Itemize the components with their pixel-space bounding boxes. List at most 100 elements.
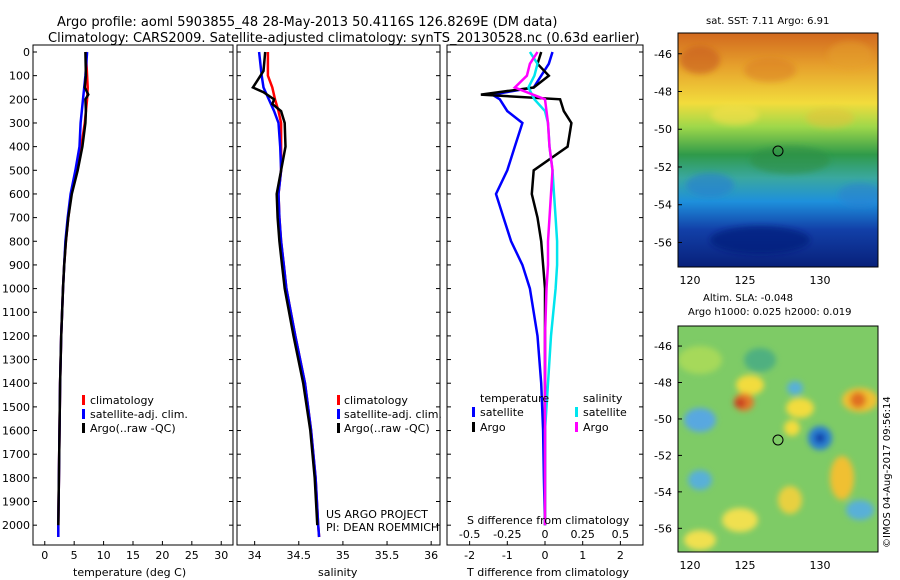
credit-project: US ARGO PROJECT bbox=[326, 508, 428, 521]
sla-map-texture bbox=[678, 346, 878, 550]
legend-label-t-argo: Argo bbox=[480, 421, 506, 434]
map-lat-label: -56 bbox=[654, 522, 672, 535]
map-lat-label: -50 bbox=[654, 123, 672, 136]
depth-tick-label: 400 bbox=[9, 141, 30, 154]
legend-label-satellite: satellite-adj. clim. bbox=[344, 408, 442, 421]
map-lon-label: 130 bbox=[810, 559, 831, 572]
depth-tick-label: 1400 bbox=[2, 377, 30, 390]
legend-swatch-satellite bbox=[82, 409, 85, 419]
map-lon-label: 125 bbox=[735, 559, 756, 572]
s-diff-line-argo bbox=[512, 51, 554, 526]
s-diff-tick-label: -0.25 bbox=[493, 528, 521, 541]
map-lat-label: -52 bbox=[654, 449, 672, 462]
map-lon-label: 130 bbox=[810, 274, 831, 287]
map-lon-label: 125 bbox=[735, 274, 756, 287]
map-lat-label: -54 bbox=[654, 486, 672, 499]
depth-tick-label: 1600 bbox=[2, 425, 30, 438]
map-lat-label: -52 bbox=[654, 161, 672, 174]
difference-series bbox=[480, 51, 573, 526]
map-lat-label: -46 bbox=[654, 48, 672, 61]
temperature-line-argo bbox=[57, 51, 90, 526]
sla-map: Altim. SLA: -0.048 Argo h1000: 0.025 h20… bbox=[654, 293, 879, 572]
depth-tick-label: 500 bbox=[9, 164, 30, 177]
salinity-panel-frame bbox=[236, 44, 441, 546]
t-diff-line-satellite bbox=[488, 51, 554, 526]
depth-tick-label: 800 bbox=[9, 235, 30, 248]
temperature-tick-label: 30 bbox=[214, 549, 228, 562]
sst-map-y-axis: -46 -48 -50 -52 -54 -56 bbox=[654, 48, 682, 249]
sla-map-y-axis: -46 -48 -50 -52 -54 -56 bbox=[654, 340, 682, 535]
depth-tick-label: 200 bbox=[9, 93, 30, 106]
temperature-tick-label: 10 bbox=[97, 549, 111, 562]
salinity-series bbox=[251, 51, 321, 538]
depth-tick-label: 100 bbox=[9, 70, 30, 83]
salinity-tick-label: 36 bbox=[424, 549, 438, 562]
t-diff-tick-label: 0 bbox=[542, 549, 549, 562]
title-line-1: Argo profile: aoml 5903855_48 28-May-201… bbox=[57, 15, 557, 30]
salinity-tick-label: 34 bbox=[248, 549, 262, 562]
temperature-legend: climatology satellite-adj. clim. Argo(..… bbox=[82, 394, 188, 435]
temperature-tick-label: 20 bbox=[155, 549, 169, 562]
salinity-legend: climatology satellite-adj. clim. Argo(..… bbox=[326, 394, 442, 534]
t-diff-line-argo bbox=[480, 51, 573, 526]
legend-label-climatology: climatology bbox=[90, 394, 154, 407]
title-line-2: Climatology: CARS2009. Satellite-adjuste… bbox=[48, 31, 640, 46]
map-lat-label: -50 bbox=[654, 413, 672, 426]
map-lat-label: -48 bbox=[654, 377, 672, 390]
sla-map-x-axis: 120 125 130 bbox=[680, 559, 831, 572]
legend-title-temperature: temperature bbox=[480, 392, 549, 405]
legend-label-climatology: climatology bbox=[344, 394, 408, 407]
credit-pi: PI: DEAN ROEMMICH bbox=[326, 521, 439, 534]
t-diff-tick-label: -1 bbox=[502, 549, 513, 562]
legend-swatch-satellite bbox=[337, 409, 340, 419]
sst-map: sat. SST: 7.11 Argo: 6.91 -46 -48 -50 -52 -5… bbox=[654, 16, 879, 287]
s-diff-tick-label: 0.5 bbox=[612, 528, 630, 541]
legend-swatch-t-argo bbox=[472, 422, 475, 432]
s-difference-label: S difference from climatology bbox=[467, 514, 630, 527]
legend-swatch-climatology bbox=[337, 395, 340, 405]
legend-swatch-s-argo bbox=[575, 422, 578, 432]
depth-tick-label: 1900 bbox=[2, 496, 30, 509]
map-lat-label: -46 bbox=[654, 340, 672, 353]
temperature-series bbox=[57, 51, 90, 537]
sst-map-title: sat. SST: 7.11 Argo: 6.91 bbox=[706, 16, 829, 27]
s-diff-line-satellite bbox=[526, 51, 559, 526]
map-lat-label: -54 bbox=[654, 199, 672, 212]
legend-swatch-argo bbox=[337, 423, 340, 433]
legend-label-t-satellite: satellite bbox=[480, 406, 524, 419]
temperature-tick-label: 15 bbox=[126, 549, 140, 562]
depth-tick-label: 1100 bbox=[2, 306, 30, 319]
depth-tick-label: 1500 bbox=[2, 401, 30, 414]
depth-tick-label: 2000 bbox=[2, 519, 30, 532]
salinity-line-satellite bbox=[257, 51, 321, 538]
map-lat-label: -56 bbox=[654, 236, 672, 249]
difference-legend: temperature salinity satellite Argo sate… bbox=[472, 392, 627, 434]
depth-tick-label: 900 bbox=[9, 259, 30, 272]
map-lat-label: -48 bbox=[654, 86, 672, 99]
legend-swatch-s-satellite bbox=[575, 407, 578, 417]
temperature-tick-label: 25 bbox=[185, 549, 199, 562]
t-difference-xlabel: T difference from climatology bbox=[466, 566, 629, 579]
s-diff-tick-label: -0.5 bbox=[459, 528, 480, 541]
salinity-tick-label: 35 bbox=[336, 549, 350, 562]
salinity-tick-label: 34.5 bbox=[287, 549, 312, 562]
sla-map-title-1: Altim. SLA: -0.048 bbox=[703, 293, 793, 304]
salinity-xlabel: salinity bbox=[318, 566, 358, 579]
t-diff-tick-label: 2 bbox=[617, 549, 624, 562]
depth-tick-label: 600 bbox=[9, 188, 30, 201]
depth-tick-label: 1000 bbox=[2, 283, 30, 296]
legend-label-argo: Argo(..raw -QC) bbox=[90, 422, 176, 435]
legend-swatch-argo bbox=[82, 423, 85, 433]
depth-tick-label: 1800 bbox=[2, 472, 30, 485]
legend-label-satellite: satellite-adj. clim. bbox=[90, 408, 188, 421]
legend-swatch-climatology bbox=[82, 395, 85, 405]
depth-tick-label: 0 bbox=[23, 46, 30, 59]
t-diff-tick-label: 1 bbox=[579, 549, 586, 562]
salinity-line-argo bbox=[251, 51, 319, 526]
map-lon-label: 120 bbox=[680, 274, 701, 287]
salinity-line-climatology bbox=[266, 52, 321, 538]
depth-tick-label: 700 bbox=[9, 212, 30, 225]
depth-tick-label: 1700 bbox=[2, 448, 30, 461]
legend-label-argo: Argo(..raw -QC) bbox=[344, 422, 430, 435]
